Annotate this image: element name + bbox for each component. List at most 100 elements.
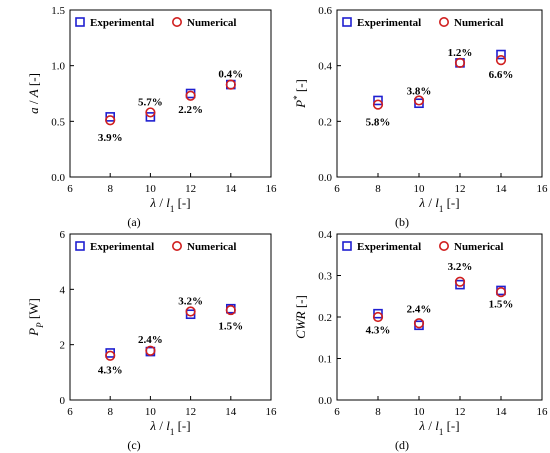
x-tick-label: 14 <box>496 183 508 195</box>
x-tick-label: 10 <box>145 406 157 418</box>
error-annotation: 6.6% <box>489 69 514 81</box>
panel-label: (d) <box>395 438 409 452</box>
numerical-point <box>145 107 156 118</box>
experimental-point <box>496 49 506 60</box>
error-annotation: 1.2% <box>448 47 473 59</box>
y-tick-label: 0.0 <box>318 172 332 184</box>
legend-experimental-marker <box>75 241 85 251</box>
legend-numerical-marker <box>438 16 449 27</box>
legend-experimental-marker <box>342 241 352 251</box>
numerical-point <box>105 350 116 361</box>
error-annotation: 2.4% <box>407 304 432 316</box>
plot-frame <box>336 233 543 401</box>
numerical-point <box>454 57 466 68</box>
legend-experimental-label: Experimental <box>357 241 421 253</box>
error-annotation: 4.3% <box>366 324 391 336</box>
x-axis-label: λ / l1 [-] <box>149 418 190 437</box>
x-tick-label: 8 <box>375 406 381 418</box>
numerical-point <box>372 99 384 110</box>
numerical-point <box>225 79 236 90</box>
x-tick-label: 10 <box>145 183 157 195</box>
x-tick-label: 16 <box>537 406 549 418</box>
x-tick-label: 6 <box>67 406 73 418</box>
chart-panel: 6 8 10 12 14 16 0.0 0.2 0.4 0.6 λ / l1 [-] P* [-] (b… <box>292 5 548 229</box>
error-annotation: 3.8% <box>407 86 432 98</box>
x-tick-label: 6 <box>67 183 73 195</box>
legend-numerical-marker <box>172 241 183 252</box>
error-annotation: 1.5% <box>218 320 243 332</box>
y-tick-label: 0.0 <box>318 395 332 407</box>
x-tick-label: 10 <box>414 183 426 195</box>
y-tick-label: 0 <box>60 395 66 407</box>
x-tick-label: 14 <box>225 183 237 195</box>
y-tick-label: 0.2 <box>318 312 332 324</box>
x-tick-label: 12 <box>185 183 196 195</box>
y-tick-label: 0.4 <box>318 61 332 73</box>
x-axis-label: λ / l1 [-] <box>418 195 459 214</box>
x-tick-label: 8 <box>375 183 381 195</box>
y-tick-label: 2 <box>60 340 66 352</box>
numerical-point <box>413 95 425 106</box>
x-tick-label: 14 <box>496 406 508 418</box>
numerical-point <box>372 311 384 323</box>
y-axis-label: CWR [-] <box>293 295 308 339</box>
plot-frame <box>336 9 543 178</box>
error-annotation: 3.2% <box>178 295 203 307</box>
error-annotation: 3.2% <box>448 261 473 273</box>
experimental-point <box>373 95 383 106</box>
x-tick-label: 8 <box>107 406 113 418</box>
legend-numerical-label: Numerical <box>454 241 503 253</box>
x-tick-label: 14 <box>225 406 237 418</box>
x-axis-label: λ / l1 [-] <box>149 195 190 214</box>
panel-label: (a) <box>127 215 140 229</box>
y-tick-label: 0.2 <box>318 116 332 128</box>
plot-frame <box>69 233 272 401</box>
numerical-point <box>495 54 507 66</box>
legend-numerical-marker <box>438 241 449 252</box>
y-axis-label: PP [W] <box>26 298 45 337</box>
x-axis-label: λ / l1 [-] <box>418 418 459 437</box>
x-tick-label: 10 <box>414 406 426 418</box>
y-tick-label: 6 <box>60 229 66 241</box>
numerical-point <box>185 90 196 101</box>
legend-numerical-label: Numerical <box>187 17 236 29</box>
legend-experimental-marker <box>75 17 85 27</box>
y-axis-label: a / A [-] <box>26 73 41 114</box>
y-tick-label: 1.0 <box>51 61 65 73</box>
chart-panel: 6 8 10 12 14 16 0 2 4 6 λ / l1 [-] PP [W] (c) Experim… <box>26 229 277 452</box>
legend-numerical-label: Numerical <box>454 17 503 29</box>
y-tick-label: 0.4 <box>318 229 332 241</box>
y-tick-label: 1.5 <box>51 5 65 17</box>
x-tick-label: 16 <box>266 406 278 418</box>
legend-experimental-label: Experimental <box>90 17 154 29</box>
error-annotation: 5.8% <box>366 116 391 128</box>
error-annotation: 5.7% <box>138 96 163 108</box>
legend-experimental-label: Experimental <box>357 17 421 29</box>
numerical-point <box>413 318 425 329</box>
numerical-point <box>495 287 507 298</box>
numerical-point <box>145 345 156 356</box>
legend-numerical-label: Numerical <box>187 241 236 253</box>
chart-panel: 6 8 10 12 14 16 0.0 0.5 1.0 1.5 λ / l1 [-] a / A [-… <box>26 5 277 229</box>
error-annotation: 2.4% <box>138 334 163 346</box>
numerical-point <box>225 304 236 316</box>
x-tick-label: 6 <box>334 406 340 418</box>
chart-panel: 6 8 10 12 14 16 0.0 0.1 0.2 0.3 0.4 λ / l1 [-] CWR [… <box>293 229 548 452</box>
y-tick-label: 0.3 <box>318 271 332 283</box>
y-tick-label: 4 <box>60 284 66 296</box>
y-tick-label: 0.0 <box>51 172 65 184</box>
error-annotation: 2.2% <box>178 104 203 116</box>
y-tick-label: 0.5 <box>51 116 65 128</box>
x-tick-label: 12 <box>455 406 466 418</box>
error-annotation: 0.4% <box>218 68 243 80</box>
numerical-point <box>105 115 116 126</box>
x-tick-label: 16 <box>266 183 278 195</box>
experimental-point <box>373 308 383 319</box>
panel-label: (c) <box>127 438 140 452</box>
y-axis-label: P* [-] <box>292 79 308 109</box>
x-tick-label: 12 <box>455 183 466 195</box>
x-tick-label: 12 <box>185 406 196 418</box>
legend-experimental-label: Experimental <box>90 241 154 253</box>
y-tick-label: 0.6 <box>318 5 332 17</box>
